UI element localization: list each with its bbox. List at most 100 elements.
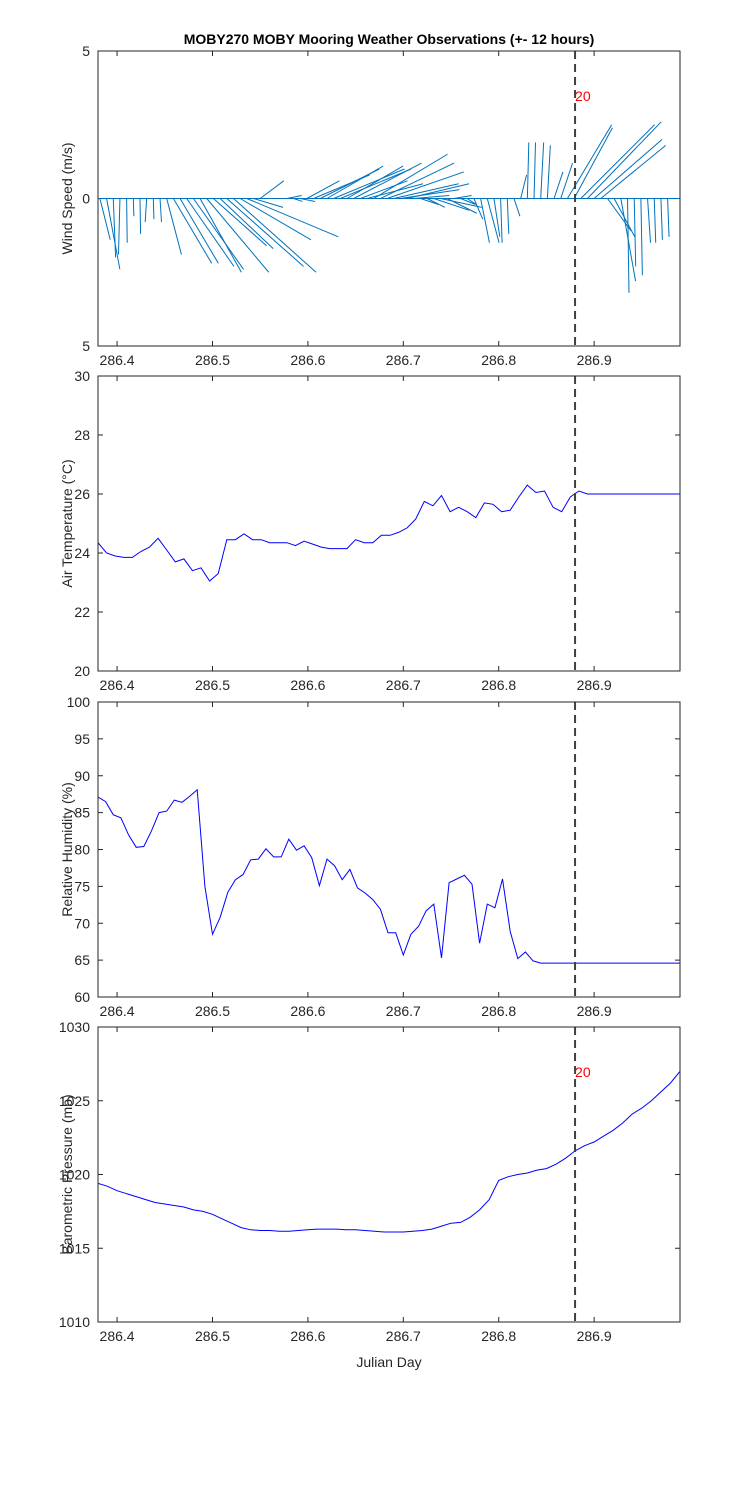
wind-stick <box>446 198 477 214</box>
time-marker-label: 20 <box>575 88 591 104</box>
plot-content <box>98 121 680 293</box>
wind-stick <box>353 162 422 199</box>
wind-stick <box>380 162 455 199</box>
wind-stick <box>580 124 655 199</box>
wind-stick <box>253 198 284 208</box>
wind-stick <box>259 180 285 199</box>
wind-stick <box>286 195 302 199</box>
wind-stick <box>219 198 274 250</box>
wind-stick <box>300 198 316 202</box>
plot-content <box>98 1070 680 1233</box>
y-tick-label: 1030 <box>59 1019 90 1035</box>
x-tick-label: 286.6 <box>290 1003 325 1019</box>
wind-stick <box>493 198 501 237</box>
plot-frame <box>97 701 681 998</box>
wind-stick <box>117 198 121 255</box>
wind-stick <box>433 198 470 211</box>
plot-frame <box>97 375 681 672</box>
wind-stick <box>386 171 464 199</box>
y-tick-label: 1010 <box>59 1314 90 1330</box>
x-tick-label: 286.5 <box>195 1328 230 1344</box>
y-tick-label: 0 <box>82 191 90 207</box>
wind-stick <box>600 145 667 199</box>
x-tick-label: 286.7 <box>386 1328 421 1344</box>
wind-stick <box>106 198 121 270</box>
wind-stick <box>420 198 439 205</box>
wind-stick <box>206 198 270 273</box>
wind-stick <box>660 198 663 240</box>
wind-stick <box>520 174 528 199</box>
plot-frame <box>97 1026 681 1323</box>
wind-stick <box>360 180 408 199</box>
wind-stick <box>466 198 477 205</box>
y-axis-label: Relative Humidity (%) <box>59 782 75 917</box>
wind-stick <box>144 198 148 223</box>
wind-stick <box>226 198 304 267</box>
x-tick-label: 286.8 <box>481 352 516 368</box>
wind-stick <box>373 153 448 199</box>
wind-stick <box>159 198 162 223</box>
x-tick-label: 286.9 <box>577 352 612 368</box>
y-tick-label: 5 <box>82 338 90 354</box>
x-tick-label: 286.7 <box>386 677 421 693</box>
wind-stick <box>233 198 317 273</box>
wind-stick <box>333 168 405 199</box>
time-marker-label: 20 <box>575 1064 591 1080</box>
wind-stick <box>593 139 663 199</box>
y-tick-label: 24 <box>74 545 90 561</box>
x-tick-label: 286.5 <box>195 352 230 368</box>
wind-stick <box>139 198 142 234</box>
wind-stick <box>293 198 303 202</box>
wind-stick <box>213 198 267 247</box>
wind-stick <box>306 180 340 199</box>
y-tick-label: 30 <box>74 368 90 384</box>
wind-stick <box>126 198 128 243</box>
y-tick-label: 1015 <box>59 1240 90 1256</box>
wind-stick <box>400 189 460 199</box>
wind-stick <box>453 195 472 199</box>
wind-stick <box>533 142 536 199</box>
wind-stick <box>239 198 312 241</box>
wind-stick <box>653 198 657 243</box>
wind-stick <box>460 198 476 205</box>
air-temperature-panel: 286.4 286.5 286.6 286.7 286.8 286.9 20 22 24 26 28… <box>59 368 681 693</box>
pressure-series-line <box>98 1070 680 1233</box>
wind-stick <box>326 165 384 199</box>
y-tick-label: 1020 <box>59 1167 90 1183</box>
x-tick-label: 286.4 <box>100 1003 135 1019</box>
y-axis-label: Wind Speed (m/s) <box>59 142 75 254</box>
y-tick-label: 65 <box>74 952 90 968</box>
wind-stick <box>573 127 613 199</box>
figure-title: MOBY270 MOBY Mooring Weather Observation… <box>184 31 595 47</box>
x-tick-label: 286.9 <box>577 1328 612 1344</box>
y-tick-label: 70 <box>74 915 90 931</box>
plot-content <box>98 484 680 582</box>
wind-stick <box>667 198 670 237</box>
wind-stick <box>480 198 490 243</box>
x-tick-label: 286.7 <box>386 1003 421 1019</box>
wind-stick <box>172 198 213 264</box>
wind-stick <box>132 198 135 217</box>
wind-stick <box>99 198 111 240</box>
air-temp-series-line <box>98 484 680 582</box>
wind-stick <box>340 168 412 199</box>
y-tick-label: 85 <box>74 805 90 821</box>
wind-stick <box>526 142 530 199</box>
wind-stick <box>407 183 470 199</box>
x-tick-label: 286.8 <box>481 677 516 693</box>
wind-stick <box>166 198 182 255</box>
wind-stick <box>193 198 244 270</box>
wind-stick <box>393 183 459 199</box>
x-axis-label: Julian Day <box>356 1354 421 1370</box>
wind-stick <box>440 198 482 208</box>
plot-area <box>98 376 680 671</box>
relative-humidity-panel: 286.4 286.5 286.6 286.7 286.8 286.9 60 65 70 75 80… <box>59 694 681 1019</box>
y-tick-label: 26 <box>74 486 90 502</box>
y-tick-label: 28 <box>74 427 90 443</box>
wind-stick <box>587 121 662 199</box>
x-tick-label: 286.9 <box>577 1003 612 1019</box>
y-tick-label: 20 <box>74 663 90 679</box>
wind-stick <box>546 145 551 199</box>
y-tick-label: 1025 <box>59 1093 90 1109</box>
